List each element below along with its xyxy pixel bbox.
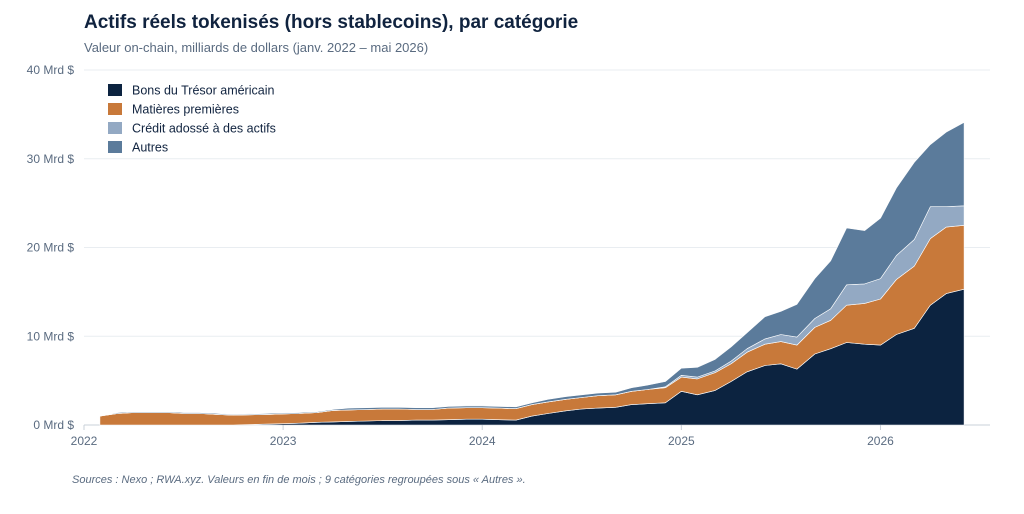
legend-label: Autres (132, 141, 168, 155)
legend-swatch (108, 84, 122, 96)
legend: Bons du Trésor américain Matières premièr… (108, 84, 276, 155)
y-tick-label: 10 Mrd $ (27, 329, 75, 343)
x-tick-label: 2024 (469, 434, 496, 448)
y-tick-label: 0 Mrd $ (33, 418, 74, 432)
y-tick-label: 30 Mrd $ (27, 152, 75, 166)
chart-title: Actifs réels tokenisés (hors stablecoins… (84, 12, 579, 33)
legend-swatch (108, 103, 122, 115)
area-series (99, 122, 965, 426)
source-note: Sources : Nexo ; RWA.xyz. Valeurs en fin… (72, 474, 526, 486)
legend-label: Matières premières (132, 103, 239, 117)
legend-swatch (108, 141, 122, 153)
chart-subtitle: Valeur on-chain, milliards de dollars (j… (84, 40, 429, 55)
x-tick-label: 2026 (867, 434, 894, 448)
axes: 0 Mrd $ 10 Mrd $ 20 Mrd $ 30 Mrd $ 40 Mrd $ 2… (27, 63, 895, 448)
legend-label: Crédit adossé à des actifs (132, 122, 276, 136)
legend-label: Bons du Trésor américain (132, 84, 274, 98)
x-tick-label: 2023 (270, 434, 297, 448)
x-tick-label: 2025 (668, 434, 695, 448)
area-series-4 (99, 122, 965, 417)
x-tick-label: 2022 (71, 434, 98, 448)
y-tick-label: 40 Mrd $ (27, 63, 75, 77)
legend-swatch (108, 122, 122, 134)
y-tick-label: 20 Mrd $ (27, 241, 75, 255)
